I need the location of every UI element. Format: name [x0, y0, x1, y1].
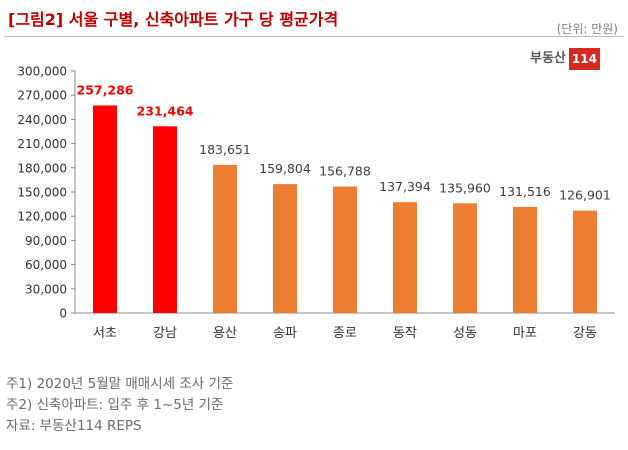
- title-divider: [4, 36, 624, 37]
- unit-label: (단위: 만원): [556, 22, 618, 36]
- bar: [333, 186, 357, 313]
- y-tick-label: 240,000: [17, 113, 67, 127]
- x-tick-label: 서초: [93, 326, 117, 341]
- bar: [573, 210, 597, 313]
- bar-value-label: 137,394: [379, 179, 431, 194]
- y-tick-label: 60,000: [25, 258, 67, 272]
- bar-value-label: 231,464: [137, 103, 194, 118]
- x-tick-label: 마포: [513, 326, 537, 341]
- bar-value-label: 159,804: [259, 161, 311, 176]
- y-tick-label: 150,000: [17, 186, 67, 200]
- bar-value-label: 135,960: [439, 180, 491, 195]
- bar: [273, 184, 297, 313]
- bar: [393, 202, 417, 313]
- x-tick-label: 강남: [153, 326, 177, 341]
- x-tick-label: 동작: [393, 326, 417, 341]
- bar-value-label: 156,788: [319, 164, 371, 179]
- footnote-2: 주2) 신축아파트: 입주 후 1~5년 기준: [6, 397, 224, 413]
- y-tick-label: 0: [59, 307, 67, 321]
- bar: [513, 206, 537, 313]
- bar: [153, 126, 177, 313]
- bar-value-label: 183,651: [199, 142, 251, 157]
- x-tick-label: 강동: [573, 326, 597, 341]
- chart-title: [그림2] 서울 구별, 신축아파트 가구 당 평균가격: [8, 10, 339, 29]
- footnote-1: 주1) 2020년 5월말 매매시세 조사 기준: [6, 376, 234, 392]
- x-tick-label: 종로: [333, 326, 357, 341]
- bar-value-label: 131,516: [499, 184, 551, 199]
- x-tick-label: 성동: [453, 326, 477, 341]
- x-tick-label: 용산: [213, 326, 237, 341]
- y-tick-label: 90,000: [25, 234, 67, 248]
- brand-logo: 부동산 114: [530, 48, 600, 70]
- x-tick-label: 송파: [273, 326, 297, 341]
- footnotes: 주1) 2020년 5월말 매매시세 조사 기준 주2) 신축아파트: 입주 후…: [6, 374, 233, 437]
- y-tick-label: 210,000: [17, 137, 67, 151]
- bar-value-label: 257,286: [77, 82, 134, 97]
- source-note: 자료: 부동산114 REPS: [6, 418, 142, 434]
- bar-value-label: 126,901: [559, 188, 611, 203]
- logo-text: 부동산: [530, 51, 566, 66]
- y-tick-label: 300,000: [17, 65, 67, 79]
- logo-number: 114: [568, 48, 600, 70]
- y-tick-label: 270,000: [17, 89, 67, 103]
- y-tick-label: 120,000: [17, 210, 67, 224]
- bar: [213, 164, 237, 313]
- bar: [93, 105, 117, 313]
- y-tick-label: 30,000: [25, 282, 67, 296]
- bar: [453, 203, 477, 313]
- y-tick-label: 180,000: [17, 161, 67, 175]
